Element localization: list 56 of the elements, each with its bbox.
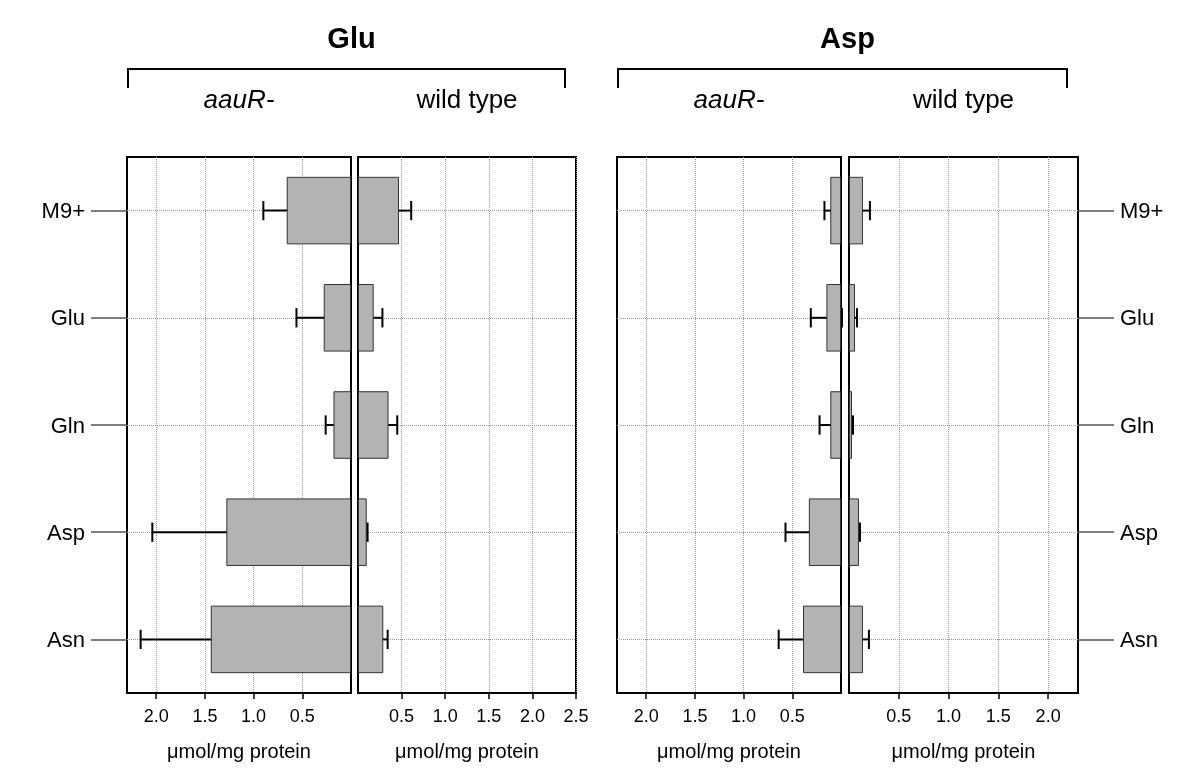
chart-title: Glu xyxy=(326,22,377,55)
chart-subtitle: wild type xyxy=(911,84,1016,115)
bar xyxy=(333,391,351,459)
x-axis-title: μmol/mg protein xyxy=(167,740,311,762)
chart-title: Asp xyxy=(819,22,876,55)
x-tick-label: 2.0 xyxy=(1035,706,1061,726)
y-tick-label: Asp xyxy=(1120,519,1158,545)
bar xyxy=(226,498,351,566)
x-tick-label: 1.0 xyxy=(936,706,962,726)
bar xyxy=(358,391,389,459)
x-tick-label: 1.0 xyxy=(432,706,458,726)
bar xyxy=(358,284,374,352)
y-tick-label: M9+ xyxy=(41,198,85,224)
x-tick-label: 1.5 xyxy=(682,706,708,726)
x-tick-label: 1.5 xyxy=(192,706,218,726)
bar xyxy=(803,605,841,674)
bar xyxy=(358,498,367,566)
x-axis-title: μmol/mg protein xyxy=(657,740,801,762)
bar xyxy=(826,284,841,352)
x-tick-label: 1.5 xyxy=(476,706,502,726)
bar xyxy=(358,605,384,674)
bar xyxy=(808,498,841,566)
bar xyxy=(286,176,351,245)
bar xyxy=(849,498,859,566)
x-tick-label: 2.0 xyxy=(519,706,545,726)
chart-subtitle: aauR- xyxy=(692,84,766,115)
x-axis-title: μmol/mg protein xyxy=(395,740,539,762)
bar xyxy=(358,176,399,245)
chart-subtitle: aauR- xyxy=(202,84,276,115)
y-tick-label: Asn xyxy=(47,626,85,652)
y-tick-label: Gln xyxy=(50,412,85,438)
bar xyxy=(849,284,855,352)
x-tick-label: 1.5 xyxy=(985,706,1011,726)
x-tick-label: 1.0 xyxy=(241,706,267,726)
bar xyxy=(830,391,841,459)
x-tick-label: 1.0 xyxy=(731,706,757,726)
bar xyxy=(849,605,863,674)
y-tick-label: Asn xyxy=(1120,626,1158,652)
x-tick-label: 0.5 xyxy=(389,706,415,726)
y-tick-label: Glu xyxy=(1120,305,1155,331)
x-axis-title: μmol/mg protein xyxy=(891,740,1036,762)
x-tick-label: 0.5 xyxy=(779,706,805,726)
bar xyxy=(210,605,351,674)
x-tick-label: 0.5 xyxy=(289,706,315,726)
x-tick-label: 2.0 xyxy=(633,706,659,726)
bar xyxy=(849,176,863,245)
bar xyxy=(830,176,841,245)
x-tick-label: 0.5 xyxy=(886,706,912,726)
x-tick-label: 2.5 xyxy=(563,706,589,726)
y-tick-label: Gln xyxy=(1120,412,1155,438)
y-tick-label: Asp xyxy=(47,519,85,545)
y-tick-label: Glu xyxy=(50,305,85,331)
x-tick-label: 2.0 xyxy=(143,706,169,726)
y-tick-label: M9+ xyxy=(1120,198,1164,224)
bar xyxy=(323,284,351,352)
chart-subtitle: wild type xyxy=(415,84,519,115)
